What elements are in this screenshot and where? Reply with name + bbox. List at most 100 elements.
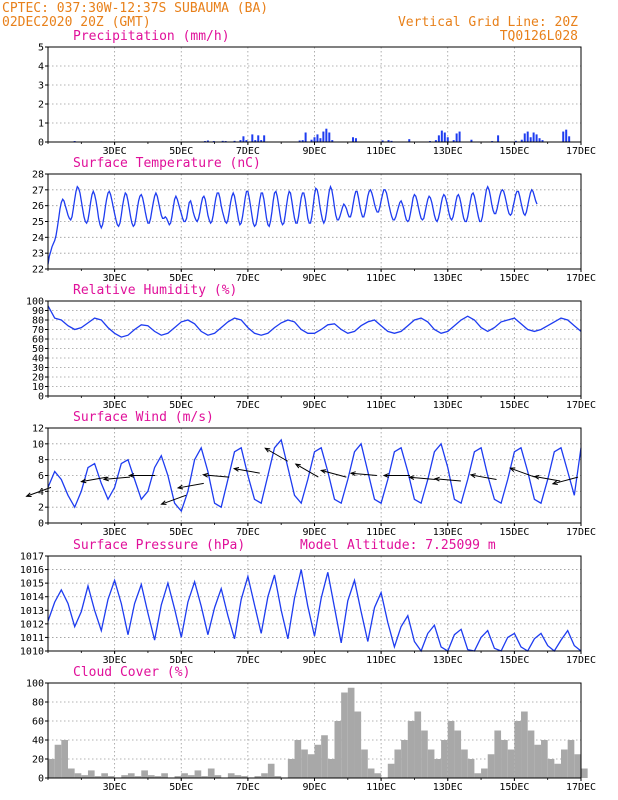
x-tick-label: 13DEC <box>433 782 463 793</box>
wind-arrow <box>103 476 130 480</box>
y-tick-label: 30 <box>32 363 44 374</box>
panel-title-precip: Precipitation (mm/h) <box>73 29 230 44</box>
y-tick-label: 1013 <box>20 606 44 617</box>
cloud-bar <box>81 775 88 778</box>
y-tick-label: 50 <box>32 344 44 355</box>
cloud-bar <box>314 744 322 778</box>
x-tick-label: 15DEC <box>499 527 529 538</box>
x-tick-label: 11DEC <box>366 146 396 157</box>
precip-bar <box>301 140 304 142</box>
cloud-bar <box>347 687 355 778</box>
precip-bar <box>331 140 334 142</box>
y-tick-label: 1015 <box>20 579 44 590</box>
header-date: 02DEC2020 20Z (GMT) <box>2 15 151 30</box>
wind-arrow <box>203 474 230 478</box>
wind-arrow <box>295 463 319 478</box>
y-tick-label: 60 <box>32 335 44 346</box>
x-tick-label: 9DEC <box>302 146 326 157</box>
wind-arrow <box>321 469 347 478</box>
x-tick-label: 5DEC <box>169 655 193 666</box>
wind-arrow <box>178 482 204 489</box>
precip-bar <box>263 135 266 142</box>
wind-arrow <box>552 476 579 485</box>
cloud-bar <box>54 744 62 778</box>
y-tick-label: 70 <box>32 325 44 336</box>
precip-bar <box>455 133 458 142</box>
precip-bar <box>387 140 390 142</box>
precip-bar <box>316 134 319 142</box>
precip-bar <box>470 139 473 142</box>
cloud-bar <box>407 721 415 778</box>
cloud-bar <box>447 721 455 778</box>
cloud-bar <box>48 759 55 778</box>
precip-bar <box>568 136 571 142</box>
x-tick-label: 11DEC <box>366 655 396 666</box>
cloud-bar <box>394 749 402 778</box>
x-tick-label: 13DEC <box>433 146 463 157</box>
x-tick-label: 17DEC <box>566 400 596 411</box>
wind-arrow <box>265 447 289 462</box>
y-tick-label: 1014 <box>20 592 44 603</box>
wind-arrow <box>26 486 52 497</box>
x-tick-label: 3DEC <box>103 146 127 157</box>
wind-arrow <box>81 476 108 483</box>
cloud-bar <box>427 749 435 778</box>
x-tick-label: 15DEC <box>499 273 529 284</box>
x-tick-label: 7DEC <box>236 400 260 411</box>
precip-bar <box>538 138 541 142</box>
y-tick-label: 90 <box>32 306 44 317</box>
y-tick-label: 1017 <box>20 552 44 563</box>
cloud-bar <box>467 759 475 778</box>
precip-bar <box>233 140 236 142</box>
x-tick-label: 9DEC <box>302 655 326 666</box>
x-tick-label: 9DEC <box>302 527 326 538</box>
precip-bar <box>328 132 331 142</box>
precip-bar <box>529 137 532 142</box>
x-tick-label: 17DEC <box>566 527 596 538</box>
precip-bar <box>541 140 544 142</box>
precip-bar <box>242 136 245 142</box>
y-tick-label: 60 <box>32 717 44 728</box>
x-tick-label: 15DEC <box>499 400 529 411</box>
y-tick-label: 0 <box>38 138 44 149</box>
cloud-bar <box>267 763 275 778</box>
cloud-bar <box>454 730 462 778</box>
cloud-bar <box>141 770 148 778</box>
wind-arrow <box>409 476 436 480</box>
y-tick-label: 4 <box>38 62 44 73</box>
precip-bar <box>565 129 568 142</box>
precip-bar <box>322 131 325 142</box>
x-tick-label: 17DEC <box>566 782 596 793</box>
cloud-bar <box>201 776 208 778</box>
wind-arrow-head <box>160 500 167 505</box>
wind-arrow <box>510 467 535 478</box>
cloud-bar <box>74 773 82 778</box>
wind-arrow-head <box>25 492 32 497</box>
wind-arrow-head <box>202 472 209 478</box>
x-tick-label: 7DEC <box>236 782 260 793</box>
cloud-bar <box>181 773 188 778</box>
cloud-bar <box>127 773 135 778</box>
precip-bar <box>520 139 523 142</box>
y-tick-label: 12 <box>32 424 44 435</box>
wind-arrow-head <box>533 474 540 480</box>
y-tick-label: 1016 <box>20 565 44 576</box>
header-model: TQ0126L028 <box>500 29 578 44</box>
wind-arrow-head <box>294 463 301 469</box>
wind-arrow <box>534 476 561 482</box>
precip-bar <box>497 135 500 142</box>
wind-arrow-head <box>176 484 184 490</box>
x-tick-label: 5DEC <box>169 527 193 538</box>
y-tick-label: 27 <box>32 185 44 196</box>
panel-title-cloud: Cloud Cover (%) <box>73 665 190 680</box>
y-tick-label: 2 <box>38 100 44 111</box>
cloud-bar <box>207 768 215 778</box>
cloud-bar <box>567 740 575 778</box>
panel-title-rh: Relative Humidity (%) <box>73 283 237 298</box>
cloud-bar <box>421 730 428 778</box>
panel-title-temp: Surface Temperature (nC) <box>73 156 261 171</box>
wind-arrow-head <box>319 469 327 474</box>
precip-bar <box>251 134 254 142</box>
cloud-bar <box>501 740 508 778</box>
